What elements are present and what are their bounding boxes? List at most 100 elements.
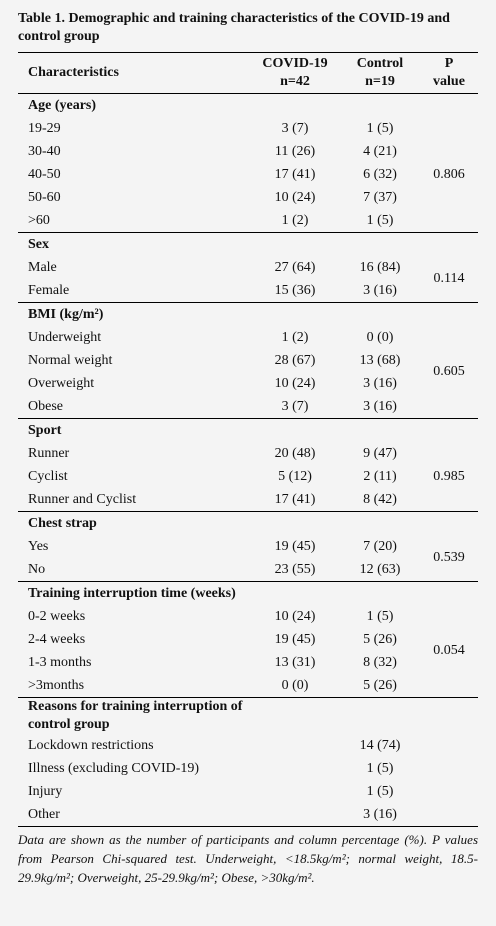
data-row: Underweight 1 (2) 0 (0) 0.605 — [18, 326, 478, 380]
data-row: Overweight 10 (24) 3 (16) — [18, 372, 478, 395]
cell — [340, 419, 420, 443]
data-row: 30-40 11 (26) 4 (21) — [18, 140, 478, 163]
control-cell: 6 (32) — [363, 166, 397, 182]
cell — [420, 94, 478, 118]
cell — [340, 512, 420, 536]
control-cell: 1 (5) — [366, 760, 394, 776]
cell — [420, 698, 478, 735]
control-cell: 5 (26) — [363, 677, 397, 693]
control-cell: 7 (37) — [363, 189, 397, 205]
section: Chest strap Yes 19 (45) 7 (20) 0.539 No 23 (55… — [18, 512, 478, 582]
data-row: 50-60 10 (24) 7 (37) — [18, 186, 478, 209]
covid-cell: 20 (48) — [274, 445, 316, 461]
data-row: Female 15 (36) 3 (16) — [18, 279, 478, 303]
cell — [250, 419, 340, 443]
data-row: Lockdown restrictions 14 (74) — [18, 734, 478, 757]
cell — [420, 233, 478, 257]
section-heading: Reasons for training interruption of con… — [28, 699, 243, 732]
covid-cell: 11 (26) — [274, 143, 316, 159]
control-cell: 3 (16) — [363, 282, 397, 298]
row-label: Runner and Cyclist — [28, 491, 137, 507]
row-label: Injury — [28, 783, 63, 799]
covid-cell: 1 (2) — [281, 212, 309, 228]
header-row: Characteristics COVID-19 n=42 Control n=19… — [18, 52, 478, 94]
control-cell: 4 (21) — [363, 143, 397, 159]
covid-cell: 3 (7) — [281, 398, 309, 414]
covid-cell: 27 (64) — [274, 259, 316, 275]
cell — [250, 233, 340, 257]
data-row: >60 1 (2) 1 (5) — [18, 209, 478, 233]
row-label: >3months — [28, 677, 85, 693]
control-cell: 3 (16) — [363, 398, 397, 414]
row-label: 0-2 weeks — [28, 608, 86, 624]
cell — [420, 419, 478, 443]
data-row: Injury 1 (5) — [18, 780, 478, 803]
footnote: Data are shown as the number of particip… — [18, 832, 478, 885]
row-label: No — [28, 561, 46, 577]
row-label: 50-60 — [28, 189, 61, 205]
section-heading-row: Sport — [18, 419, 478, 443]
section-heading: Age (years) — [28, 97, 97, 113]
data-row: 1-3 months 13 (31) 8 (32) — [18, 651, 478, 674]
row-label: Cyclist — [28, 468, 68, 484]
section-heading: Chest strap — [28, 515, 97, 531]
row-label: 19-29 — [28, 120, 61, 136]
row-label: Normal weight — [28, 352, 113, 368]
section-heading: Sport — [28, 422, 62, 438]
row-label: >60 — [28, 212, 50, 228]
p-value: 0.539 — [433, 550, 465, 565]
data-row: 2-4 weeks 19 (45) 5 (26) — [18, 628, 478, 651]
covid-cell: 1 (2) — [281, 329, 309, 345]
row-label: Runner — [28, 445, 70, 461]
section-heading-row: Chest strap — [18, 512, 478, 536]
row-label: Underweight — [28, 329, 102, 345]
covid-cell: 10 (24) — [274, 608, 316, 624]
row-label: 1-3 months — [28, 654, 92, 670]
header-line: P — [444, 56, 454, 71]
cell — [340, 698, 420, 735]
cell — [340, 582, 420, 606]
header-line: Control — [356, 56, 404, 71]
row-label: Obese — [28, 398, 63, 414]
cell — [420, 512, 478, 536]
section-heading-row: Training interruption time (weeks) — [18, 582, 478, 606]
section-heading-row: Sex — [18, 233, 478, 257]
data-row: >3months 0 (0) 5 (26) — [18, 674, 478, 698]
control-cell: 1 (5) — [366, 120, 394, 136]
covid-cell: 19 (45) — [274, 631, 316, 647]
data-row: Runner and Cyclist 17 (41) 8 (42) — [18, 488, 478, 512]
data-row: Runner 20 (48) 9 (47) 0.985 — [18, 442, 478, 484]
row-label: Yes — [28, 538, 49, 554]
covid-cell: 28 (67) — [274, 352, 316, 368]
p-value — [420, 734, 478, 827]
cell — [340, 94, 420, 118]
control-cell: 16 (84) — [359, 259, 401, 275]
data-row: 19-29 3 (7) 1 (5) 0.806 — [18, 117, 478, 182]
header-line: COVID-19 — [262, 56, 328, 71]
cell — [250, 582, 340, 606]
control-cell: 0 (0) — [366, 329, 394, 345]
control-cell: 5 (26) — [363, 631, 397, 647]
section-heading: BMI (kg/m²) — [28, 306, 104, 322]
control-cell: 9 (47) — [363, 445, 397, 461]
document: Table 1. Demographic and training charac… — [18, 11, 478, 885]
data-row: Obese 3 (7) 3 (16) — [18, 395, 478, 419]
section-heading: Training interruption time (weeks) — [28, 585, 236, 601]
row-label: Male — [28, 259, 57, 275]
cell — [420, 582, 478, 606]
section: Age (years) 19-29 3 (7) 1 (5) 0.806 30-40 11 (… — [18, 94, 478, 233]
row-label: Illness (excluding COVID-19) — [28, 760, 200, 776]
section: BMI (kg/m²) Underweight 1 (2) 0 (0) 0.605 Nor… — [18, 303, 478, 419]
data-row: Male 27 (64) 16 (84) 0.114 — [18, 256, 478, 287]
section: Reasons for training interruption of con… — [18, 698, 478, 827]
covid-cell — [250, 780, 340, 803]
covid-cell: 10 (24) — [274, 375, 316, 391]
row-label: Lockdown restrictions — [28, 737, 154, 753]
covid-cell — [250, 734, 340, 757]
control-cell: 14 (74) — [359, 737, 401, 753]
row-label: 2-4 weeks — [28, 631, 86, 647]
cell — [250, 94, 340, 118]
row-label: Overweight — [28, 375, 95, 391]
control-cell: 13 (68) — [359, 352, 401, 368]
